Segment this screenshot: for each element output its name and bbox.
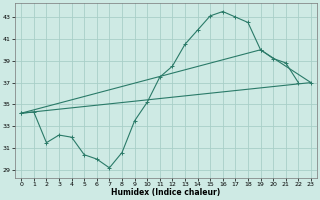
X-axis label: Humidex (Indice chaleur): Humidex (Indice chaleur): [111, 188, 221, 197]
